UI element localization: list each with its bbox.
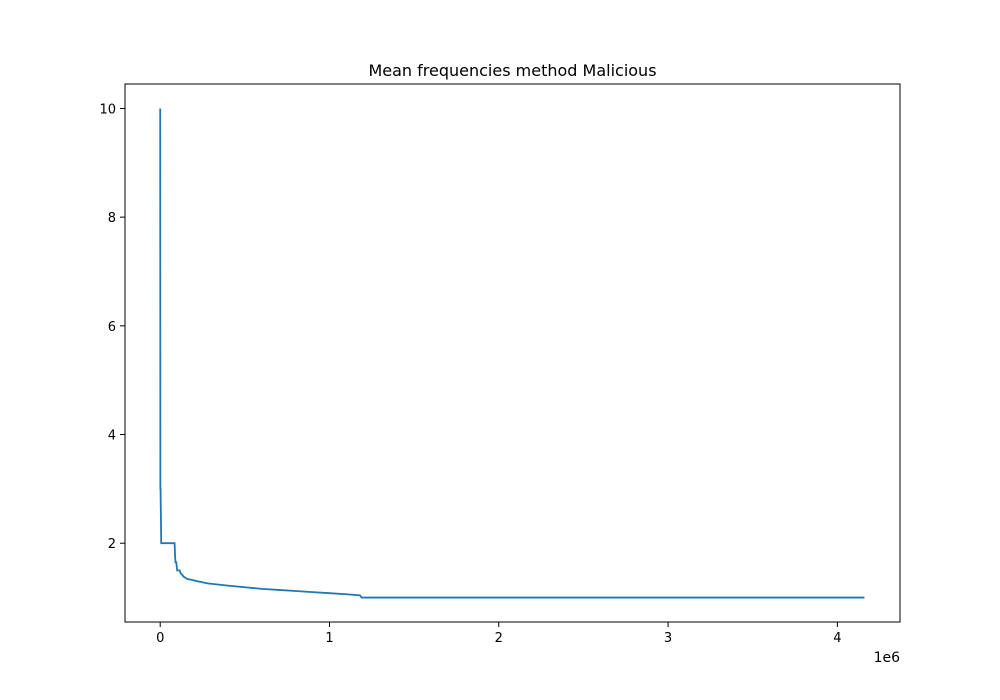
y-tick-label-1: 4 xyxy=(108,429,116,444)
series-line-0 xyxy=(159,108,865,599)
x-tick-label-4: 4 xyxy=(833,631,841,646)
x-tick-label-2: 2 xyxy=(495,631,503,646)
y-tick-label-2: 6 xyxy=(108,320,116,335)
x-tick-label-0: 0 xyxy=(156,631,164,646)
axes-frame xyxy=(124,83,901,623)
x-offset-label: 1e6 xyxy=(874,650,901,666)
x-tick-label-3: 3 xyxy=(664,631,672,646)
y-tick-label-0: 2 xyxy=(108,537,116,552)
plot-area: 0 1 2 3 4 2 4 6 8 10 xyxy=(99,83,901,646)
y-tick-label-3: 8 xyxy=(108,211,116,226)
chart-title: Mean frequencies method Malicious xyxy=(368,61,656,80)
y-tick-label-4: 10 xyxy=(99,102,116,117)
x-tick-label-1: 1 xyxy=(325,631,333,646)
